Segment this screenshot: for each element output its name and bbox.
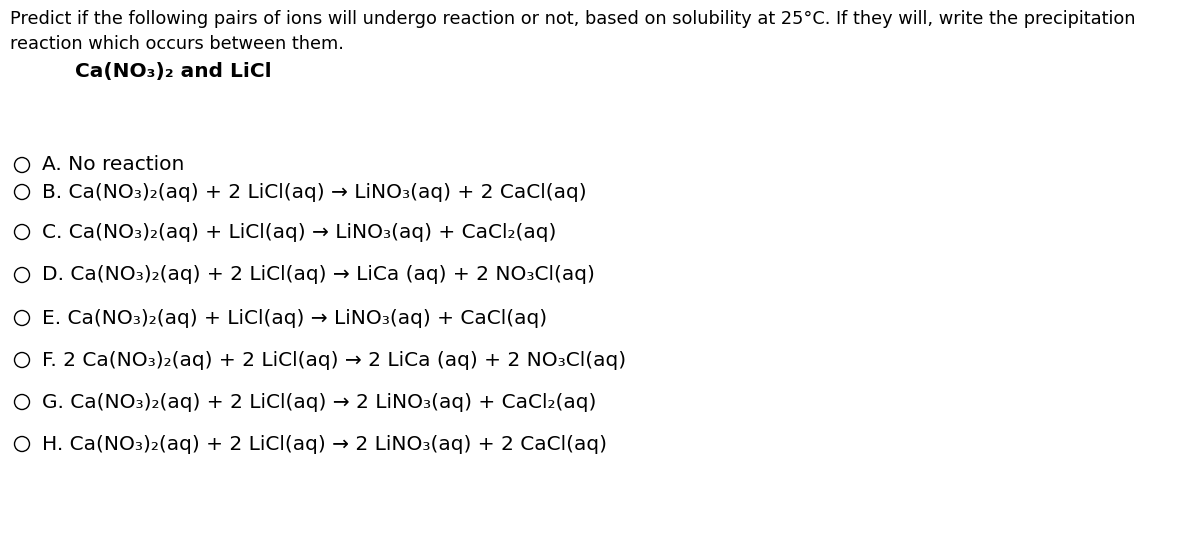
Text: E. Ca(NO₃)₂(aq) + LiCl(aq) → LiNO₃(aq) + CaCl(aq): E. Ca(NO₃)₂(aq) + LiCl(aq) → LiNO₃(aq) +… — [42, 308, 547, 328]
Text: B. Ca(NO₃)₂(aq) + 2 LiCl(aq) → LiNO₃(aq) + 2 CaCl(aq): B. Ca(NO₃)₂(aq) + 2 LiCl(aq) → LiNO₃(aq)… — [42, 182, 587, 201]
Text: reaction which occurs between them.: reaction which occurs between them. — [10, 35, 344, 53]
Text: C. Ca(NO₃)₂(aq) + LiCl(aq) → LiNO₃(aq) + CaCl₂(aq): C. Ca(NO₃)₂(aq) + LiCl(aq) → LiNO₃(aq) +… — [42, 223, 557, 241]
Text: D. Ca(NO₃)₂(aq) + 2 LiCl(aq) → LiCa (aq) + 2 NO₃Cl(aq): D. Ca(NO₃)₂(aq) + 2 LiCl(aq) → LiCa (aq)… — [42, 265, 595, 284]
Text: F. 2 Ca(NO₃)₂(aq) + 2 LiCl(aq) → 2 LiCa (aq) + 2 NO₃Cl(aq): F. 2 Ca(NO₃)₂(aq) + 2 LiCl(aq) → 2 LiCa … — [42, 351, 626, 370]
Text: Predict if the following pairs of ions will undergo reaction or not, based on so: Predict if the following pairs of ions w… — [10, 10, 1135, 28]
Text: G. Ca(NO₃)₂(aq) + 2 LiCl(aq) → 2 LiNO₃(aq) + CaCl₂(aq): G. Ca(NO₃)₂(aq) + 2 LiCl(aq) → 2 LiNO₃(a… — [42, 393, 596, 412]
Text: A. No reaction: A. No reaction — [42, 156, 185, 175]
Text: H. Ca(NO₃)₂(aq) + 2 LiCl(aq) → 2 LiNO₃(aq) + 2 CaCl(aq): H. Ca(NO₃)₂(aq) + 2 LiCl(aq) → 2 LiNO₃(a… — [42, 435, 607, 454]
Text: Ca(NO₃)₂ and LiCl: Ca(NO₃)₂ and LiCl — [74, 62, 271, 81]
